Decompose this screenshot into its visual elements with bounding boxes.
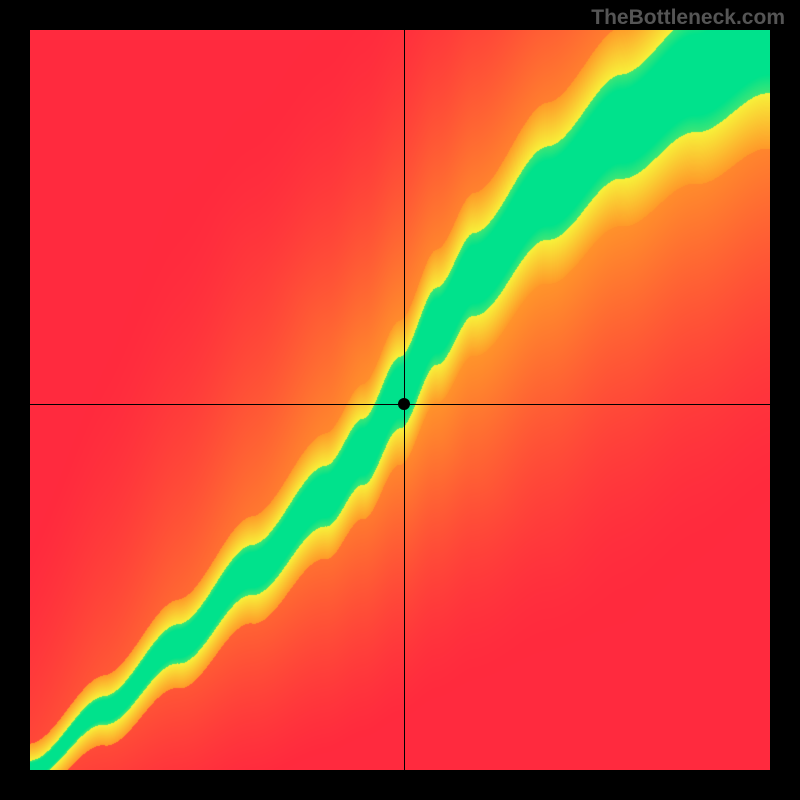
plot-area — [30, 30, 770, 770]
chart-container: TheBottleneck.com — [0, 0, 800, 800]
attribution-text: TheBottleneck.com — [591, 6, 785, 30]
data-point-marker — [398, 398, 410, 410]
